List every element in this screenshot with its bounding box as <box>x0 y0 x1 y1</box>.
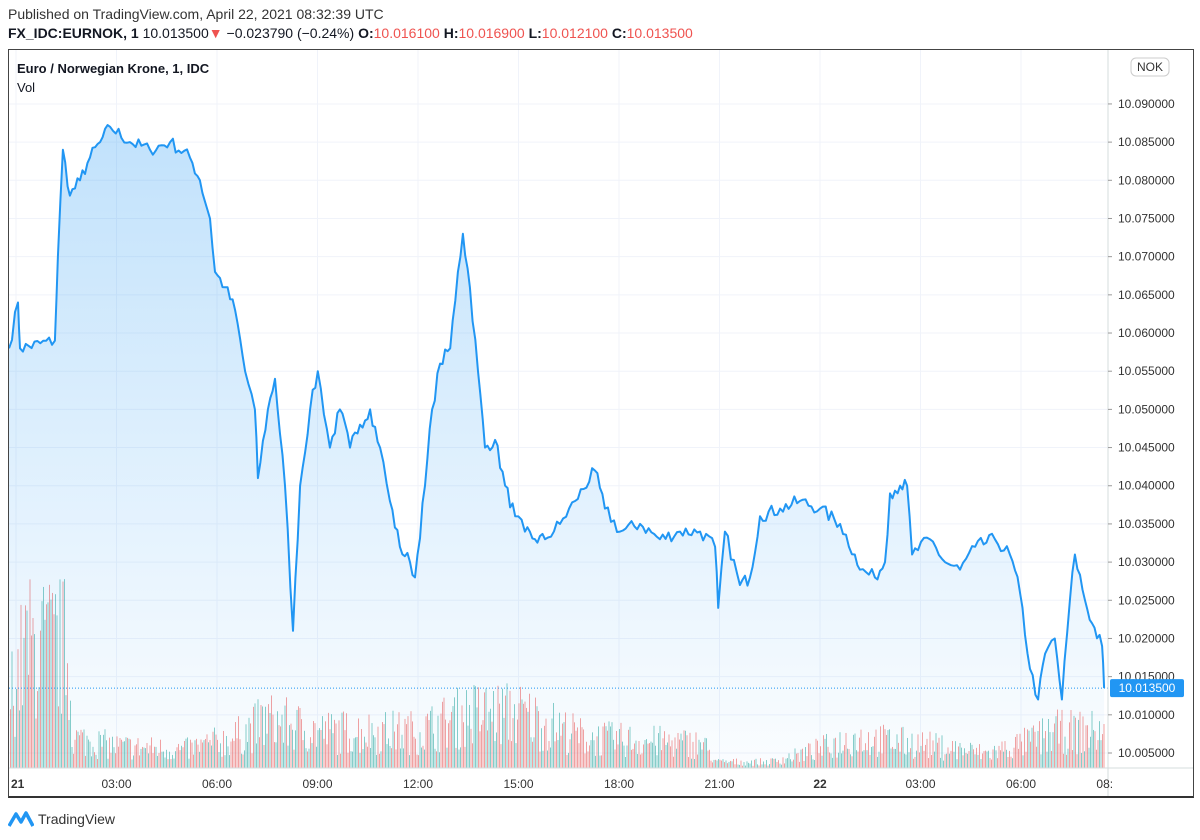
chart-frame <box>8 49 1194 798</box>
published-caption: Published on TradingView.com, April 22, … <box>8 6 384 22</box>
x-tick-label: 21:00 <box>704 777 734 791</box>
price-chart[interactable]: 10.00500010.01000010.01500010.02000010.0… <box>0 0 1200 800</box>
y-tick-label: 10.035000 <box>1118 517 1175 531</box>
last-price-tag: 10.013500 <box>1110 679 1184 698</box>
tradingview-logo-icon <box>8 811 34 827</box>
x-tick-label: 03:00 <box>101 777 131 791</box>
y-tick-label: 10.065000 <box>1118 288 1175 302</box>
currency-badge[interactable]: NOK <box>1130 57 1170 77</box>
y-tick-label: 10.025000 <box>1118 593 1175 607</box>
currency-label: NOK <box>1137 60 1163 74</box>
low-value: 10.012100 <box>541 25 608 41</box>
symbol-bar: FX_IDC:EURNOK, 1 10.013500▼ −0.023790 (−… <box>8 25 693 41</box>
y-tick-label: 10.055000 <box>1118 364 1175 378</box>
x-tick-label: 18:00 <box>604 777 634 791</box>
last-price: 10.013500 <box>142 25 209 41</box>
tradingview-logo[interactable]: TradingView <box>8 810 115 828</box>
volume-label: Vol <box>17 80 36 95</box>
y-tick-label: 10.070000 <box>1118 250 1175 264</box>
open-value: 10.016100 <box>373 25 440 41</box>
y-tick-label: 10.090000 <box>1118 97 1175 111</box>
close-label: C: <box>611 25 627 41</box>
symbol-name: FX_IDC:EURNOK, 1 <box>8 25 139 41</box>
y-tick-label: 10.080000 <box>1118 173 1175 187</box>
price-area-fill <box>8 125 1105 769</box>
x-tick-label: 09:00 <box>302 777 332 791</box>
y-tick-label: 10.085000 <box>1118 135 1175 149</box>
x-tick-label: 15:00 <box>503 777 533 791</box>
y-tick-label: 10.050000 <box>1118 402 1175 416</box>
y-tick-label: 10.005000 <box>1118 746 1175 760</box>
x-tick-label: 06:00 <box>1006 777 1036 791</box>
x-tick-label: 03:00 <box>905 777 935 791</box>
y-tick-label: 10.045000 <box>1118 441 1175 455</box>
high-label: H: <box>443 25 459 41</box>
high-value: 10.016900 <box>458 25 525 41</box>
y-tick-label: 10.020000 <box>1118 631 1175 645</box>
last-price-label: 10.013500 <box>1119 681 1176 695</box>
close-value: 10.013500 <box>626 25 693 41</box>
x-tick-label: 08: <box>1096 777 1113 791</box>
tradingview-brand: TradingView <box>38 811 116 827</box>
chart-title: Euro / Norwegian Krone, 1, IDC <box>17 61 210 76</box>
down-arrow-icon: ▼ <box>208 25 223 41</box>
low-label: L: <box>528 25 542 41</box>
y-tick-label: 10.060000 <box>1118 326 1175 340</box>
x-tick-label: 12:00 <box>403 777 433 791</box>
price-line <box>8 124 1106 701</box>
x-tick-label: 21 <box>11 777 25 791</box>
open-label: O: <box>358 25 374 41</box>
y-tick-label: 10.040000 <box>1118 479 1175 493</box>
x-tick-label: 22 <box>813 777 827 791</box>
y-tick-label: 10.075000 <box>1118 211 1175 225</box>
price-change: −0.023790 (−0.24%) <box>226 25 355 41</box>
y-tick-label: 10.010000 <box>1118 708 1175 722</box>
x-tick-label: 06:00 <box>202 777 232 791</box>
y-tick-label: 10.030000 <box>1118 555 1175 569</box>
